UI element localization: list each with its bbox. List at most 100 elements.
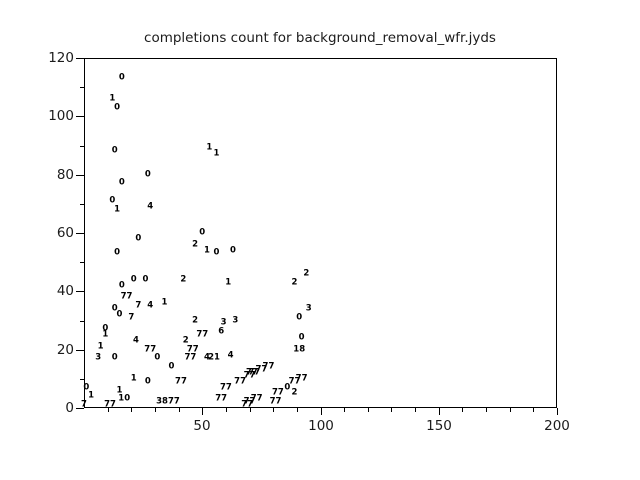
data-point-label: 7 bbox=[128, 312, 135, 323]
data-point-label: 2 bbox=[180, 274, 187, 285]
data-point-label: 77 bbox=[175, 376, 187, 387]
data-point-label: 2 bbox=[182, 335, 189, 346]
x-axis-tick-label: 200 bbox=[544, 418, 570, 434]
data-point-label: 2 bbox=[303, 268, 310, 279]
data-point-label: 0 bbox=[102, 323, 109, 334]
data-point-label: 0 bbox=[142, 274, 149, 285]
data-point-label: 0 bbox=[118, 72, 125, 83]
x-axis-minor-tick bbox=[297, 408, 298, 412]
data-point-label: 77 bbox=[243, 370, 256, 381]
y-axis-minor-tick bbox=[80, 87, 84, 88]
data-point-label: 77 bbox=[269, 396, 282, 407]
data-point-label: 21 bbox=[208, 352, 220, 363]
x-axis-major-tick bbox=[321, 408, 322, 415]
data-point-label: 77 bbox=[144, 344, 157, 355]
data-point-label: 77 bbox=[104, 399, 116, 410]
y-axis-minor-tick bbox=[80, 204, 84, 205]
y-axis-tick-label: 20 bbox=[56, 342, 74, 358]
x-axis-minor-tick bbox=[533, 408, 534, 412]
y-axis-major-tick bbox=[76, 408, 84, 409]
y-axis-minor-tick bbox=[80, 379, 84, 380]
data-point-label: 1 bbox=[88, 390, 95, 401]
x-axis-major-tick bbox=[202, 408, 203, 415]
y-axis-tick-label: 0 bbox=[65, 400, 74, 416]
data-point-label: 4 bbox=[204, 352, 210, 363]
x-axis-minor-tick bbox=[226, 408, 227, 412]
x-axis-tick-label: 50 bbox=[193, 418, 211, 434]
y-axis-minor-tick bbox=[80, 146, 84, 147]
y-axis-major-tick bbox=[76, 175, 84, 176]
data-point-label: 77 bbox=[186, 344, 199, 355]
x-axis-tick-label: 150 bbox=[426, 418, 452, 434]
data-point-label: 1 bbox=[114, 204, 121, 215]
x-axis-major-tick bbox=[439, 408, 440, 415]
data-point-label: 0 bbox=[111, 352, 118, 363]
data-point-label: 7 bbox=[81, 399, 87, 410]
data-point-label: 6 bbox=[218, 326, 225, 337]
data-point-label: 77 bbox=[243, 396, 256, 407]
x-axis-minor-tick bbox=[273, 408, 274, 412]
y-axis-minor-tick bbox=[80, 321, 84, 322]
data-point-label: 77 bbox=[262, 361, 275, 372]
data-point-label: 0 bbox=[199, 227, 206, 238]
data-point-label: 0 bbox=[116, 309, 123, 320]
data-point-label: 77 bbox=[120, 291, 133, 302]
data-point-label: 4 bbox=[133, 335, 139, 346]
data-point-label: 77 bbox=[288, 376, 301, 387]
data-point-label: 1 bbox=[102, 329, 109, 340]
y-axis-major-tick bbox=[76, 58, 84, 59]
data-point-label: 77 bbox=[167, 396, 180, 407]
data-point-label: 1 bbox=[116, 385, 123, 395]
data-point-label: 1 bbox=[206, 142, 213, 153]
data-point-label: 0 bbox=[109, 195, 116, 206]
data-point-label: 77 bbox=[295, 373, 308, 384]
data-point-label: 0 bbox=[154, 352, 161, 363]
data-point-label: 2 bbox=[291, 387, 298, 398]
x-axis-minor-tick bbox=[155, 408, 156, 412]
data-point-label: 77 bbox=[245, 367, 258, 378]
data-point-label: 2 bbox=[192, 239, 199, 250]
y-axis-tick-label: 120 bbox=[48, 50, 74, 66]
x-axis-minor-tick bbox=[250, 408, 251, 412]
data-point-label: 38 bbox=[156, 396, 168, 407]
data-point-label: 77 bbox=[241, 399, 254, 410]
y-axis-major-tick bbox=[76, 116, 84, 117]
y-axis-major-tick bbox=[76, 233, 84, 234]
y-axis-tick-label: 60 bbox=[56, 225, 74, 241]
data-point-label: 0 bbox=[111, 145, 118, 156]
data-point-label: 2 bbox=[192, 315, 199, 325]
data-point-label: 0 bbox=[135, 233, 142, 244]
data-point-label: 0 bbox=[144, 169, 151, 180]
data-point-label: 1 bbox=[213, 148, 220, 159]
data-point-label: 0 bbox=[284, 382, 291, 393]
data-point-label: 0 bbox=[298, 332, 305, 343]
data-point-label: 3 bbox=[95, 352, 102, 363]
x-axis-minor-tick bbox=[131, 408, 132, 412]
x-axis-minor-tick bbox=[510, 408, 511, 412]
data-point-label: 1 bbox=[130, 373, 137, 384]
x-axis-minor-tick bbox=[462, 408, 463, 412]
data-point-label: 2 bbox=[291, 277, 298, 288]
data-point-label: 77 bbox=[196, 329, 209, 340]
data-point-label: 77 bbox=[219, 382, 232, 393]
data-point-label: 4 bbox=[147, 300, 154, 311]
data-point-label: 1 bbox=[109, 93, 116, 104]
data-point-label: 4 bbox=[227, 350, 234, 360]
data-point-label: 1 bbox=[204, 245, 210, 255]
x-axis-minor-tick bbox=[108, 408, 109, 412]
x-axis-minor-tick bbox=[486, 408, 487, 412]
data-point-label: 77 bbox=[250, 393, 263, 404]
data-point-label: 77 bbox=[234, 376, 246, 387]
data-point-label: 0 bbox=[213, 247, 220, 258]
data-point-label: 18 bbox=[293, 344, 306, 355]
data-point-label: 1 bbox=[97, 341, 104, 352]
y-axis-minor-tick bbox=[80, 262, 84, 263]
x-axis-minor-tick bbox=[415, 408, 416, 412]
data-point-label: 0 bbox=[296, 312, 303, 323]
data-point-label: 77 bbox=[215, 393, 228, 404]
data-point-label: 0 bbox=[118, 280, 125, 290]
y-axis-tick-label: 100 bbox=[48, 108, 74, 124]
y-axis-tick-label: 80 bbox=[56, 167, 74, 183]
data-point-label: 0 bbox=[230, 245, 236, 255]
